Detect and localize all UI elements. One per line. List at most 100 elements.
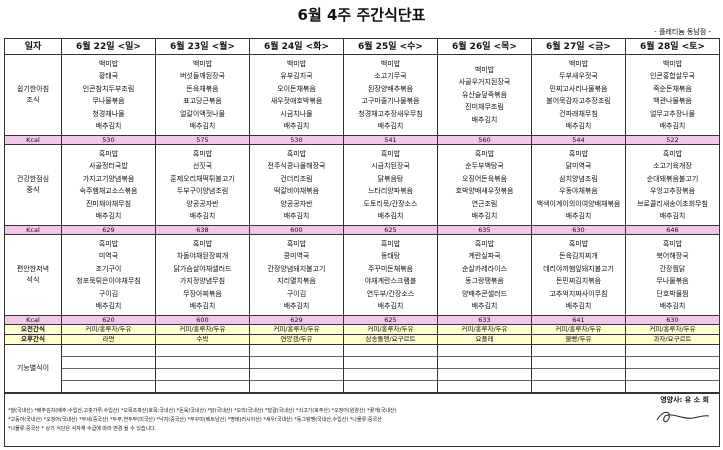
menu-item: 배추김치	[377, 122, 404, 130]
menu-item: 배추김치	[565, 212, 592, 220]
special-line	[627, 381, 719, 392]
snack-item: 요플레	[437, 334, 532, 345]
menu-item: 배추김치	[377, 302, 404, 310]
menu-item: 배추김치	[283, 212, 310, 220]
menu-item: 콩미역국	[283, 252, 310, 260]
menu-item: 무장아찌볶음	[183, 289, 222, 298]
snack-item: 커피/홍루차/두유	[625, 324, 720, 335]
menu-item: 오이돈채볶음	[277, 84, 316, 93]
menu-item: 배추김치	[471, 115, 498, 124]
meal-label-line: 중식	[26, 186, 40, 194]
special-line	[533, 381, 625, 392]
special-line	[156, 346, 249, 357]
menu-cell: 흑미밥 계란실파국 순살카레라이스 동그랑땡볶음 양배추콘샐러드 배추김치	[437, 234, 532, 316]
menu-cell: 흑미밥 소고기육개장 순대돼볶음불고기 우엉고추장볶음 브로콜리새송이초회무침 배추김치	[625, 144, 720, 226]
menu-item: 민찌고사리나물볶음	[549, 84, 608, 93]
snack-row: 오전간식 커피/홍루차/두유 커피/홍루차/두유 커피/홍루차/두유 커피/홍루차/두유…	[4, 324, 720, 335]
menu-item: 떡갈비야채볶음	[273, 187, 320, 195]
kcal-value: 544	[531, 135, 626, 145]
kcal-value: 600	[155, 315, 250, 325]
menu-item: 소고기육개장	[653, 162, 692, 170]
menu-cell: 흑미밥 콩미역국 간장양념돼지불고기 지리멸치볶음 구이김 배추김치	[249, 234, 344, 316]
menu-item: 황태국	[98, 72, 119, 80]
menu-item: 주꾸미돈채볶음	[367, 264, 414, 273]
menu-item: 청경채나물	[92, 109, 125, 118]
menu-item: 돈육채볶음	[186, 84, 219, 93]
snack-label: 오후간식	[4, 334, 62, 345]
day-header: 6월 22일 <일>	[61, 38, 156, 55]
menu-item: 배추김치	[95, 212, 122, 220]
menu-item: 유산슬덮죽볶음	[461, 90, 508, 99]
snack-item: 커피/홍루차/두유	[249, 324, 344, 335]
snack-item: 과자/요구르트	[625, 334, 720, 345]
menu-item: 배추김치	[659, 302, 686, 310]
menu-item: 전주식콩나물해장국	[267, 162, 326, 170]
menu-item: 차돌야채된장찌개	[176, 252, 229, 260]
menu-item: 구이김	[286, 289, 307, 298]
menu-cell: 흑미밥 선짓국 훈제오리채떡튀불고기 두부구이양념조림 양공공자반 배추김치	[155, 144, 250, 226]
kcal-value: 629	[249, 315, 344, 325]
menu-item: 도토리묵/간장소스	[363, 199, 418, 208]
menu-item: 배추김치	[471, 212, 498, 220]
menu-item: 백색이계이의이여양배채볶음	[536, 199, 621, 208]
menu-item: 북어해장국	[656, 252, 689, 260]
menu-item: 표고당근볶음	[183, 97, 222, 105]
notes: *쌀(국내산) *배추김치(배추:수입산,고춧가루:수입산) *오목조흑산(호목…	[8, 407, 648, 434]
menu-item: 백미밥	[474, 65, 495, 74]
special-line	[438, 369, 531, 381]
menu-item: 무나물볶음	[92, 97, 125, 105]
meal-row: 건강한점심 중식 흑미밥 사골정터국밥 가지고기양념볶음 숙주햄채교소스볶음 진미채야채무침…	[4, 144, 720, 226]
menu-item: 얼무고추장나물	[649, 109, 696, 118]
special-line	[532, 346, 625, 357]
menu-item: 계란실파국	[468, 252, 501, 260]
snack-item: 커피/홍루차/두유	[343, 324, 438, 335]
kcal-value: 641	[531, 315, 626, 325]
menu-cell: 백미밥 사골우거지된장국 유산슬덮죽볶음 진미채무조림 배추김치	[437, 54, 532, 136]
menu-item: 닭미역국	[565, 162, 592, 170]
signature	[656, 411, 710, 423]
menu-item: 흑미밥	[474, 149, 495, 158]
special-cell	[625, 344, 720, 393]
menu-item: 고구마줄기나물볶음	[361, 97, 420, 105]
menu-item: 조기구이	[95, 264, 122, 273]
menu-item: 오징어돈육볶음	[461, 174, 508, 183]
menu-item: 청경채고추장새우무침	[358, 109, 423, 118]
menu-item: 배추김치	[283, 122, 310, 130]
special-line	[438, 346, 531, 357]
kcal-value: 560	[437, 135, 532, 145]
menu-cell: 흑미밥 시금치된장국 닭볶음탕 느타리양파볶음 도토리묵/간장소스 배추김치	[343, 144, 438, 226]
menu-item: 새우젓애호박볶음	[270, 97, 323, 105]
kcal-value: 629	[61, 225, 156, 235]
menu-item: 진미채무조림	[465, 103, 504, 112]
day-header: 6월 26일 <목>	[437, 38, 532, 55]
day-header: 6월 27일 <금>	[531, 38, 626, 55]
menu-item: 두부구이양념조림	[176, 187, 229, 195]
menu-item: 간장찜닭	[659, 264, 686, 273]
corner: 일자	[4, 38, 62, 55]
kcal-value: 541	[343, 135, 438, 145]
kcal-value: 630	[625, 315, 720, 325]
menu-item: 배추김치	[659, 212, 686, 220]
menu-cell: 흑미밥 닭미역국 삼치양념조림 우동야채볶음 백색이계이의이여양배채볶음 배추김치	[531, 144, 626, 226]
menu-item: 가지정양념무침	[179, 277, 226, 285]
title: 6월 4주 주간식단표	[297, 6, 426, 24]
special-line	[251, 381, 343, 392]
meal-row: 편안한저녁 석식 흑미밥 미역국 조기구이 청포묵튀은이야채무침 구이김 배추김치 흑미밥 차돌야…	[4, 234, 720, 316]
meal-label-line: 조식	[26, 96, 40, 104]
kcal-value: 633	[437, 315, 532, 325]
special-line	[344, 369, 437, 381]
menu-item: 야채계란스크램블	[364, 277, 417, 285]
special-line	[626, 346, 719, 357]
snack-item: 연양갱/두유	[249, 334, 344, 345]
menu-item: 건더리조림	[280, 174, 313, 183]
special-cell	[249, 344, 344, 393]
menu-cell: 백미밥 유부김치국 오이돈채볶음 새우젓애호박볶음 시금치나물 배추김치	[249, 54, 344, 136]
special-row: 기능별식이	[4, 344, 720, 393]
menu-table: 일자 6월 22일 <일> 6월 23일 <월> 6월 24일 <화> 6월 25일 <…	[4, 38, 720, 393]
menu-item: 양공공자반	[186, 199, 219, 208]
special-line	[344, 357, 437, 369]
menu-item: 구이김	[98, 289, 119, 298]
footer: 영양사: 유 소 희 *쌀(국내산) *배추김치(배추:수입산,고춧가루:수입산…	[4, 393, 720, 447]
snack-item: 커피/홍루차/두유	[155, 324, 250, 335]
menu-item: 두부새우젓국	[559, 72, 598, 80]
